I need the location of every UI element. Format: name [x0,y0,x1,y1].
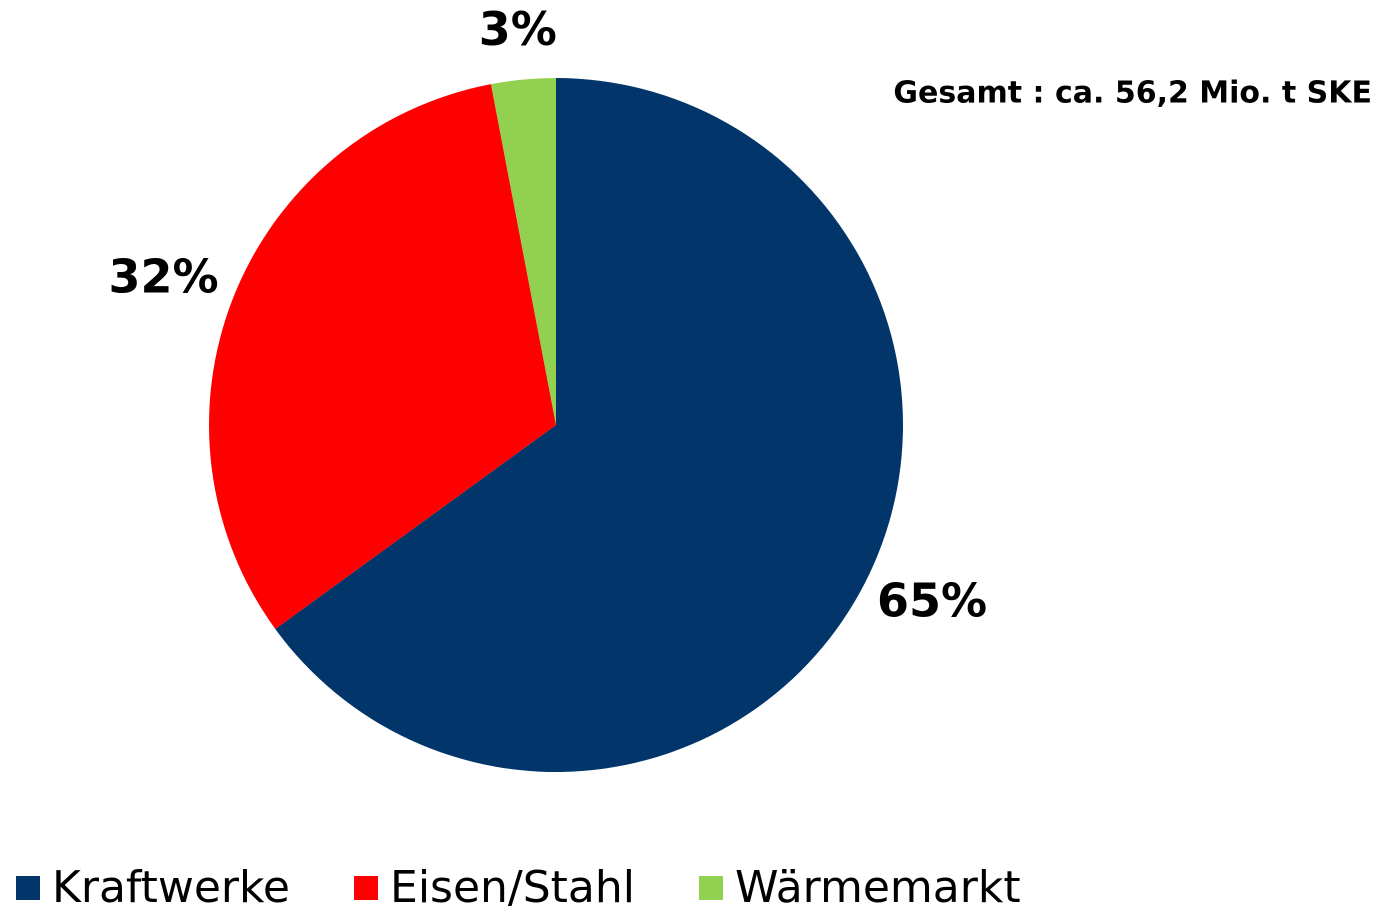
legend-swatch [354,876,379,900]
legend-swatch [16,876,40,900]
data-label: 32% [109,249,219,303]
pie-slice [490,78,556,425]
pie-slice [209,84,556,629]
legend-swatch [699,876,724,900]
legend-label: Kraftwerke [52,862,290,913]
data-label: 65% [877,573,987,627]
legend-label: Wärmemarkt [735,862,1021,913]
annotation: Gesamt : ca. 56,2 Mio. t SKE [893,76,1372,111]
legend-label: Eisen/Stahl [390,862,635,913]
pie-slice [275,78,903,772]
data-label: 3% [479,2,557,56]
